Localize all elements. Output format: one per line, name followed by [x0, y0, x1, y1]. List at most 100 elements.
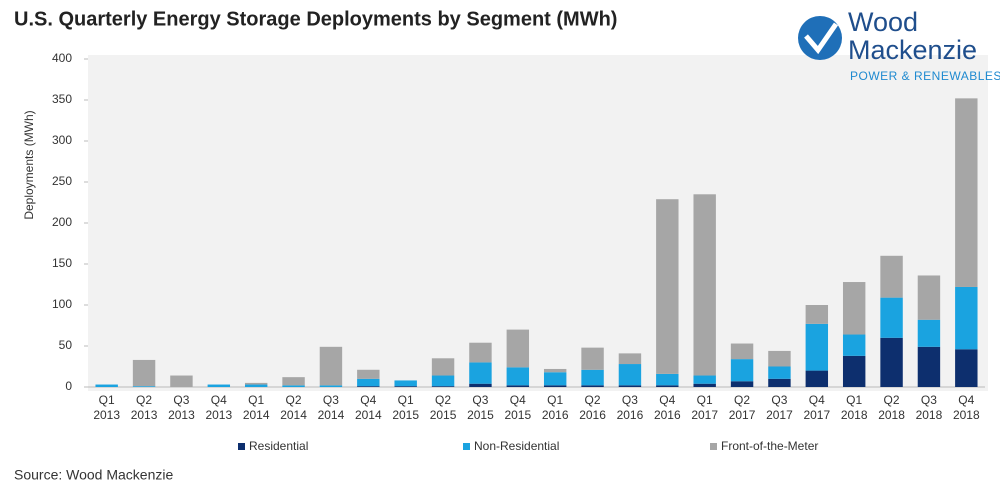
bar-segment: [656, 385, 679, 387]
bar-segment: [469, 342, 492, 363]
x-tick-label: Q3 2015: [467, 393, 494, 422]
bar-segment: [693, 375, 716, 384]
bar-segment: [693, 194, 716, 376]
y-tick-label: 250: [52, 174, 72, 188]
x-tick-label: Q2 2018: [878, 393, 905, 422]
bar-segment: [917, 346, 941, 387]
legend-label: Residential: [249, 439, 308, 453]
bar-segment: [394, 380, 417, 387]
bar-segment: [469, 362, 492, 384]
x-tick-label: Q4 2018: [953, 393, 980, 422]
x-tick-label: Q1 2018: [841, 393, 868, 422]
x-tick-label: Q2 2016: [579, 393, 606, 422]
x-tick-label: Q4 2016: [654, 393, 681, 422]
bar-segment: [955, 286, 978, 350]
bar-segment: [618, 353, 642, 365]
bar-segment: [880, 337, 903, 387]
x-tick-label: Q4 2015: [504, 393, 531, 422]
bar-segment: [282, 377, 305, 386]
bar-segment: [618, 364, 642, 386]
chart-title: U.S. Quarterly Energy Storage Deployment…: [14, 8, 617, 30]
legend-swatch: [463, 443, 470, 450]
bar-segment: [768, 366, 791, 379]
bar-segment: [730, 381, 754, 387]
bar-segment: [357, 386, 380, 387]
bar-segment: [132, 359, 156, 387]
bar-segment: [618, 385, 642, 387]
bar-segment: [170, 375, 193, 387]
bar-segment: [132, 386, 156, 387]
x-tick-label: Q4 2014: [355, 393, 382, 422]
bar-segment: [581, 385, 604, 387]
x-tick-label: Q1 2017: [691, 393, 718, 422]
y-tick-label: 0: [65, 379, 72, 393]
bar-segment: [506, 367, 530, 386]
bar-segment: [431, 358, 455, 376]
bar-segment: [469, 383, 492, 387]
bar-segment: [319, 346, 343, 386]
x-tick-label: Q3 2017: [766, 393, 793, 422]
bar-segment: [319, 385, 343, 387]
x-tick-label: Q4 2017: [803, 393, 830, 422]
y-tick-label: 100: [52, 297, 72, 311]
bar-segment: [730, 359, 754, 382]
bar-segment: [880, 297, 903, 338]
bar-segment: [506, 385, 530, 387]
source: Source: Wood Mackenzie: [14, 467, 173, 483]
bar-segment: [805, 305, 829, 324]
bar-segment: [842, 282, 866, 335]
x-tick-label: Q3 2018: [916, 393, 943, 422]
bar-segment: [95, 384, 118, 387]
bar-segment: [805, 370, 829, 387]
bar-segment: [917, 319, 941, 347]
bar-segment: [656, 199, 679, 374]
bar-segment: [656, 373, 679, 386]
bar-segment: [842, 334, 866, 356]
bar-segment: [917, 275, 941, 320]
x-tick-label: Q1 2013: [93, 393, 120, 422]
x-tick-label: Q1 2014: [243, 393, 270, 422]
bar-segment: [282, 385, 305, 387]
bar-segment: [357, 369, 380, 379]
legend-label: Front-of-the-Meter: [721, 439, 818, 453]
bar-segment: [693, 383, 716, 387]
bar-segment: [842, 355, 866, 387]
x-tick-label: Q1 2015: [392, 393, 419, 422]
bar-segment: [543, 368, 567, 373]
bar-segment: [506, 329, 530, 368]
bar-segment: [543, 372, 567, 386]
legend-label: Non-Residential: [474, 439, 559, 453]
y-tick-label: 150: [52, 256, 72, 270]
bar-segment: [394, 386, 417, 387]
bar-segment: [431, 375, 455, 387]
x-tick-label: Q3 2013: [168, 393, 195, 422]
legend-swatch: [710, 443, 717, 450]
bar-segment: [805, 323, 829, 371]
bar-segment: [244, 382, 268, 385]
bar-segment: [581, 347, 604, 370]
y-tick-label: 300: [52, 133, 72, 147]
y-axis-label: Deployments (MWh): [22, 110, 36, 219]
x-tick-label: Q3 2016: [617, 393, 644, 422]
y-tick-label: 400: [52, 51, 72, 65]
logo-name: Mackenzie: [848, 35, 977, 65]
bar-segment: [581, 369, 604, 386]
x-tick-label: Q2 2013: [131, 393, 158, 422]
logo-check: [804, 22, 839, 55]
bar-segment: [880, 255, 903, 298]
x-tick-label: Q2 2015: [430, 393, 457, 422]
bar-segment: [357, 378, 380, 387]
bar-segment: [207, 384, 231, 387]
x-tick-label: Q4 2013: [205, 393, 232, 422]
bar-segment: [244, 384, 268, 387]
bar-segment: [955, 349, 978, 387]
bar-segment: [431, 386, 455, 387]
x-tick-label: Q2 2014: [280, 393, 307, 422]
y-tick-label: 350: [52, 92, 72, 106]
bar-segment: [955, 98, 978, 287]
logo-name: Wood: [848, 7, 918, 37]
y-tick-label: 200: [52, 215, 72, 229]
legend-swatch: [238, 443, 245, 450]
x-tick-label: Q2 2017: [729, 393, 756, 422]
